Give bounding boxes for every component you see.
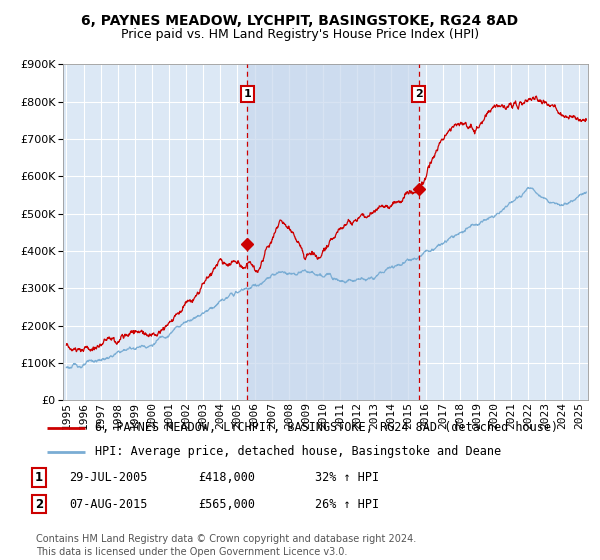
Text: HPI: Average price, detached house, Basingstoke and Deane: HPI: Average price, detached house, Basi… bbox=[95, 445, 502, 458]
Text: 26% ↑ HPI: 26% ↑ HPI bbox=[315, 497, 379, 511]
Text: 1: 1 bbox=[244, 89, 251, 99]
Text: 2: 2 bbox=[415, 89, 422, 99]
Text: 29-JUL-2005: 29-JUL-2005 bbox=[69, 470, 148, 484]
Text: 2: 2 bbox=[35, 497, 43, 511]
Text: Contains HM Land Registry data © Crown copyright and database right 2024.
This d: Contains HM Land Registry data © Crown c… bbox=[36, 534, 416, 557]
Text: 32% ↑ HPI: 32% ↑ HPI bbox=[315, 470, 379, 484]
Text: Price paid vs. HM Land Registry's House Price Index (HPI): Price paid vs. HM Land Registry's House … bbox=[121, 28, 479, 41]
Text: 1: 1 bbox=[35, 470, 43, 484]
Text: £418,000: £418,000 bbox=[198, 470, 255, 484]
Text: 6, PAYNES MEADOW, LYCHPIT, BASINGSTOKE, RG24 8AD: 6, PAYNES MEADOW, LYCHPIT, BASINGSTOKE, … bbox=[82, 14, 518, 28]
Text: £565,000: £565,000 bbox=[198, 497, 255, 511]
Text: 6, PAYNES MEADOW, LYCHPIT, BASINGSTOKE, RG24 8AD (detached house): 6, PAYNES MEADOW, LYCHPIT, BASINGSTOKE, … bbox=[95, 421, 559, 434]
Bar bbox=[247, 64, 419, 400]
Text: 07-AUG-2015: 07-AUG-2015 bbox=[69, 497, 148, 511]
